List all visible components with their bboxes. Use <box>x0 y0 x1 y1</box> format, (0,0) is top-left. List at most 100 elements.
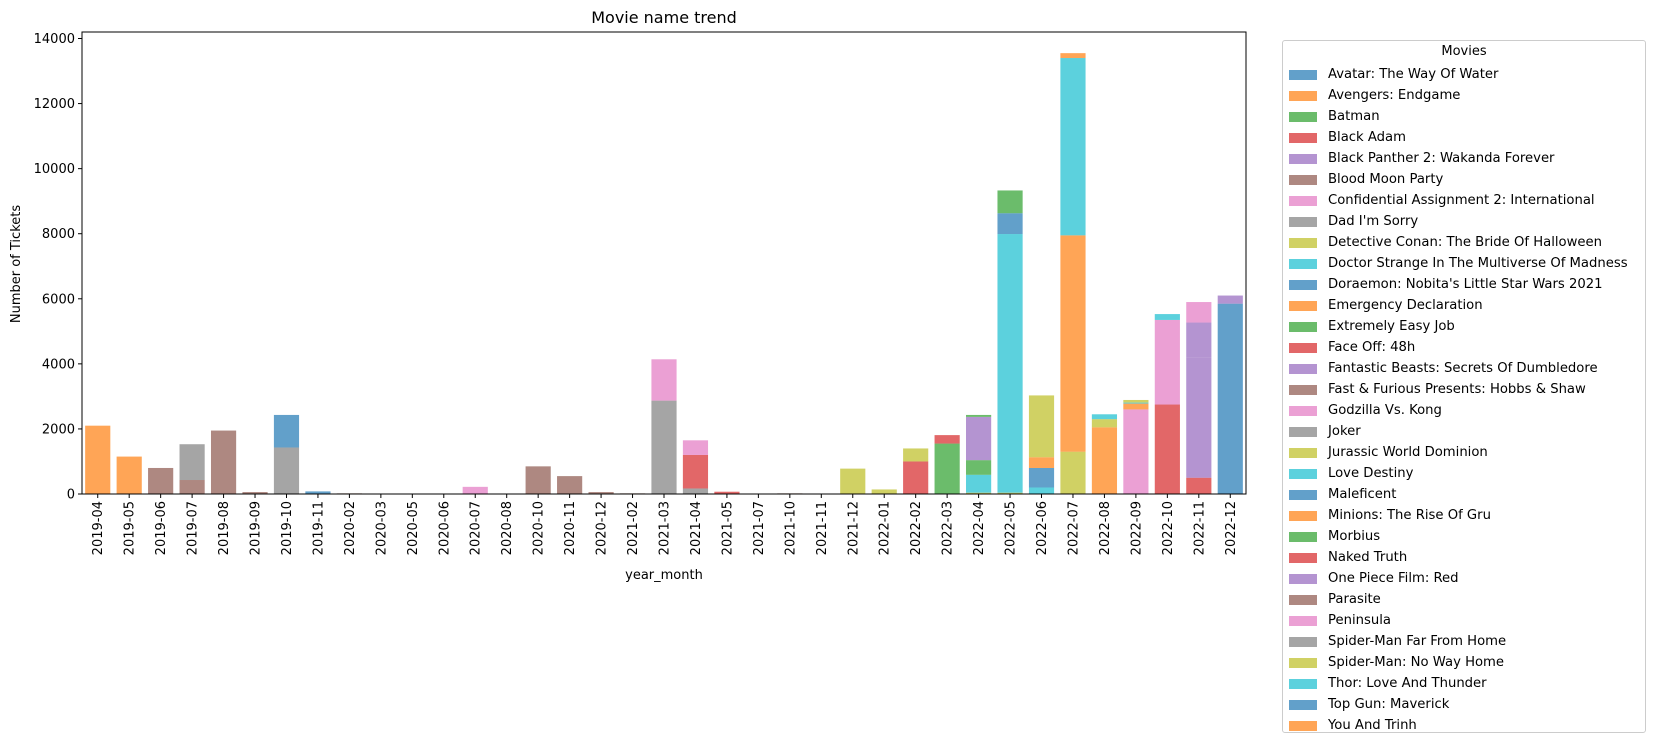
bar-segment <box>1060 58 1086 236</box>
x-tick-label: 2020-11 <box>563 501 578 555</box>
legend-label: Emergency Declaration <box>1328 298 1483 313</box>
legend-label: Fantastic Beasts: Secrets Of Dumbledore <box>1328 361 1598 376</box>
bar-segment <box>997 492 1023 494</box>
legend-label: Naked Truth <box>1328 550 1408 565</box>
legend-label: Avengers: Endgame <box>1328 88 1461 103</box>
legend-swatch <box>1289 153 1317 164</box>
chart-title: Movie name trend <box>591 8 737 27</box>
x-tick-label: 2021-05 <box>720 501 735 555</box>
x-tick-label: 2020-03 <box>374 501 389 555</box>
bar-segment <box>714 491 740 494</box>
x-tick-label: 2021-11 <box>815 501 830 555</box>
bar-segment <box>1154 404 1180 494</box>
legend-item: Face Off: 48h <box>1289 337 1641 358</box>
legend-item: Black Adam <box>1289 127 1641 148</box>
legend-item: Fantastic Beasts: Secrets Of Dumbledore <box>1289 358 1641 379</box>
x-tick-label: 2022-02 <box>909 501 924 555</box>
bar-segment <box>1091 414 1118 420</box>
legend-item: Dad I'm Sorry <box>1289 211 1641 232</box>
legend-item: Peninsula <box>1289 610 1641 631</box>
x-tick-label: 2020-06 <box>437 501 452 555</box>
legend-label: Avatar: The Way Of Water <box>1328 67 1499 82</box>
x-tick-label: 2022-10 <box>1161 501 1176 555</box>
x-tick-label: 2019-10 <box>280 501 295 555</box>
x-tick-label: 2022-05 <box>1004 501 1019 555</box>
bar-segment <box>210 430 237 494</box>
legend-item: Detective Conan: The Bride Of Halloween <box>1289 232 1641 253</box>
legend-label: Love Destiny <box>1328 466 1414 481</box>
legend-swatch <box>1289 216 1317 227</box>
x-tick-label: 2022-06 <box>1035 501 1050 555</box>
legend-swatch <box>1289 510 1317 521</box>
x-tick-label: 2019-07 <box>186 501 201 555</box>
y-tick-label: 0 <box>67 488 75 503</box>
x-tick-label: 2020-02 <box>343 501 358 555</box>
legend-label: Doctor Strange In The Multiverse Of Madn… <box>1328 256 1628 271</box>
x-tick-label: 2020-12 <box>595 501 610 555</box>
legend-swatch <box>1289 300 1317 311</box>
legend-item: One Piece Film: Red <box>1289 568 1641 589</box>
bar-segment <box>1123 409 1149 494</box>
legend-label: Spider-Man Far From Home <box>1328 634 1507 649</box>
legend-swatch <box>1289 174 1317 185</box>
legend-swatch <box>1289 405 1317 416</box>
x-tick-label: 2020-08 <box>500 501 515 555</box>
bar-segment <box>557 476 583 494</box>
legend-swatch <box>1289 279 1317 290</box>
legend-label: Top Gun: Maverick <box>1328 697 1450 712</box>
x-tick-label: 2019-11 <box>311 501 326 555</box>
legend-swatch <box>1289 489 1317 500</box>
legend-label: Doraemon: Nobita's Little Star Wars 2021 <box>1328 277 1603 292</box>
bar-segment <box>1091 427 1118 494</box>
bar-segment <box>871 489 897 494</box>
x-tick-label: 2022-08 <box>1098 501 1113 555</box>
legend-item: Confidential Assignment 2: International <box>1289 190 1641 211</box>
y-tick-label: 2000 <box>42 422 75 437</box>
legend-swatch <box>1289 384 1317 395</box>
x-tick-label: 2022-12 <box>1224 501 1239 555</box>
legend-swatch <box>1289 636 1317 647</box>
bar-segment <box>1154 319 1180 405</box>
bar-segment <box>966 460 992 475</box>
y-tick-label: 4000 <box>42 357 75 372</box>
x-tick-label: 2022-09 <box>1129 501 1144 555</box>
bar-segment <box>682 454 709 489</box>
bar-segment <box>966 414 992 417</box>
bar-segment <box>1217 295 1243 304</box>
bar-segment <box>1217 303 1243 494</box>
legend-swatch <box>1289 69 1317 80</box>
legend-label: You And Trinh <box>1328 718 1417 733</box>
legend-label: Minions: The Rise Of Gru <box>1328 508 1491 523</box>
y-axis-label: Number of Tickets <box>9 205 24 323</box>
legend-item: Morbius <box>1289 526 1641 547</box>
legend-label: Peninsula <box>1328 613 1391 628</box>
bar-segment <box>588 492 614 494</box>
bar-segment <box>462 486 488 494</box>
plot-frame <box>81 31 1247 495</box>
legend-item: Batman <box>1289 106 1641 127</box>
bar-segment <box>1186 302 1212 323</box>
legend-label: Confidential Assignment 2: International <box>1328 193 1595 208</box>
bar-segment <box>966 492 992 494</box>
bar-segment <box>966 474 992 493</box>
legend-swatch <box>1289 699 1317 710</box>
x-tick-label: 2021-02 <box>626 501 641 555</box>
legend-list: Avatar: The Way Of Water Avengers: Endgam… <box>1289 64 1641 736</box>
legend-label: Batman <box>1328 109 1380 124</box>
legend-swatch <box>1289 615 1317 626</box>
legend-item: Joker <box>1289 421 1641 442</box>
bar-segment <box>682 440 709 455</box>
x-tick-label: 2022-03 <box>941 501 956 555</box>
bar-segment <box>1028 487 1055 494</box>
bar-segment <box>1028 395 1055 458</box>
x-tick-label: 2021-12 <box>846 501 861 555</box>
legend-item: You And Trinh <box>1289 715 1641 736</box>
legend-swatch <box>1289 195 1317 206</box>
legend-item: Emergency Declaration <box>1289 295 1641 316</box>
legend-swatch <box>1289 321 1317 332</box>
legend-swatch <box>1289 552 1317 563</box>
legend-label: Jurassic World Dominion <box>1328 445 1488 460</box>
bar-segment <box>273 414 300 448</box>
legend-item: Top Gun: Maverick <box>1289 694 1641 715</box>
